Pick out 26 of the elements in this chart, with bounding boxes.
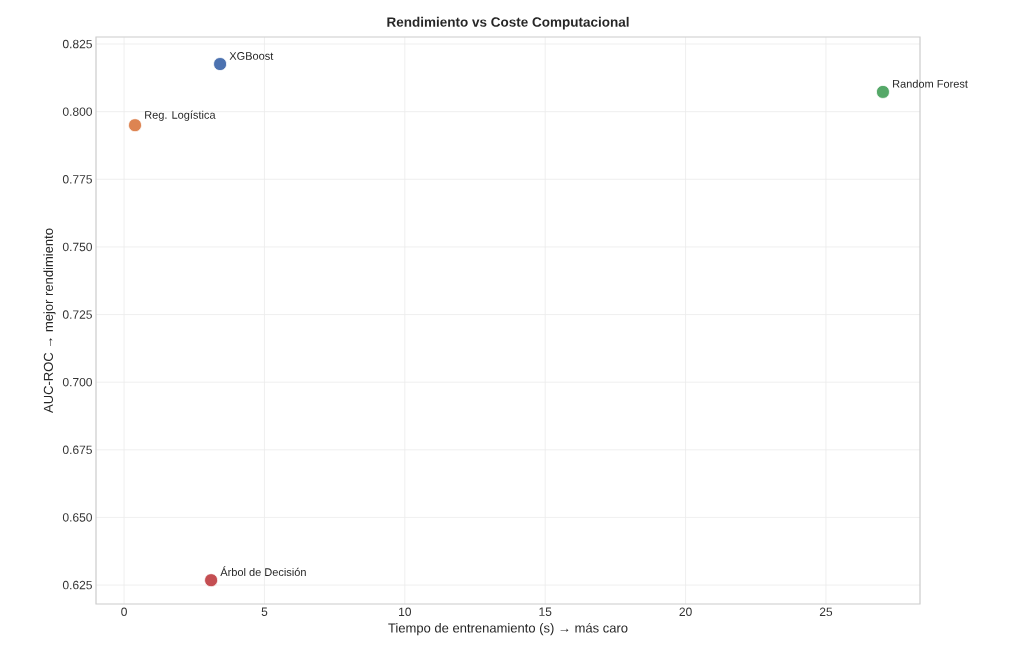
y-tick-label: 0.675 [62, 445, 92, 455]
y-tick-label: 0.625 [62, 580, 92, 590]
point [876, 85, 890, 99]
x-axis-title: Tiempo de entrenamiento (s) → más caro [388, 622, 628, 636]
x-tick-label: 5 [261, 607, 268, 616]
x-tick-label: 0 [121, 607, 127, 617]
x-tick-label: 15 [539, 607, 552, 616]
y-tick-label: 0.775 [62, 175, 92, 184]
y-tick-label: 0.650 [62, 513, 92, 522]
point [204, 573, 219, 588]
chart-title: Rendimiento vs Coste Computacional [387, 16, 629, 30]
x-tick-label: 25 [819, 607, 833, 617]
y-tick-label: 0.700 [62, 377, 92, 387]
y-tick-label: 0.725 [62, 310, 92, 319]
series-label: Árbol de Decisión [220, 566, 306, 576]
series-label: Reg. Logística [145, 110, 216, 121]
x-tick-label: 20 [679, 607, 692, 617]
series-label: Random Forest [893, 79, 968, 88]
y-tick-label: 0.750 [62, 242, 92, 252]
x-tick-label: 10 [399, 607, 412, 617]
point [128, 118, 142, 133]
y-tick-label: 0.800 [62, 107, 92, 116]
point [213, 57, 227, 71]
series-label: XGBoost [229, 52, 274, 60]
y-tick-label: 0.825 [62, 39, 92, 49]
y-axis-title: AUC-ROC → mejor rendimiento [43, 228, 56, 413]
